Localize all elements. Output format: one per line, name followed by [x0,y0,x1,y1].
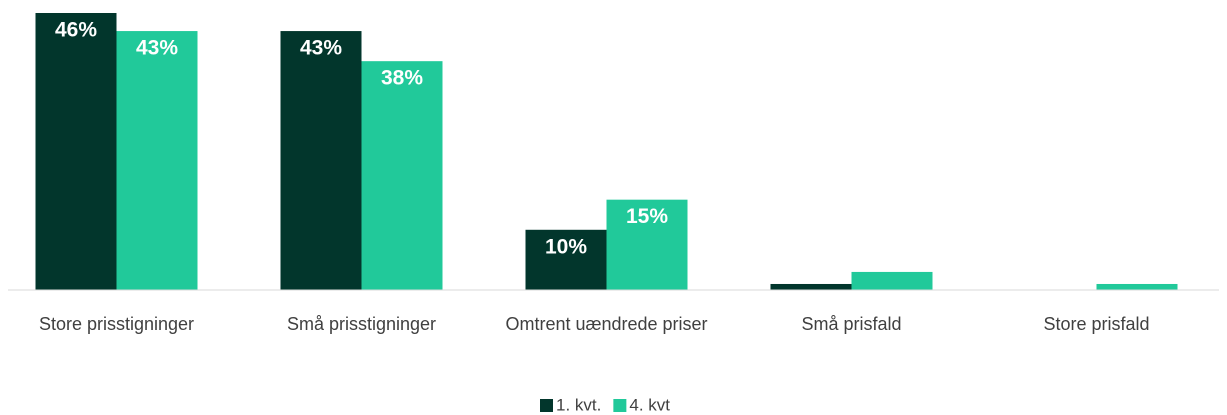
x-tick-label: Store prisfald [1043,314,1149,334]
legend-swatch [613,399,627,412]
bar [116,31,198,291]
bar [361,61,443,290]
bar [35,13,117,290]
bar [280,31,362,291]
x-tick-label: Små prisfald [801,314,901,334]
value-label: 10% [545,235,587,258]
value-label: 43% [136,37,178,60]
legend-label: 1. kvt. [556,395,601,414]
bar [1096,283,1178,290]
value-label: 15% [626,205,668,228]
value-label: 43% [300,37,342,60]
x-tick-label: Små prisstigninger [287,314,436,334]
bar [606,199,688,290]
legend-swatch [540,399,553,412]
bar [770,283,852,290]
legend-label: 4. kvt [629,395,670,414]
bar [851,271,933,290]
x-tick-label: Omtrent uændrede priser [505,314,707,334]
bar [525,229,607,290]
x-tick-label: Store prisstigninger [39,314,194,334]
value-label: 46% [55,19,97,42]
value-label: 38% [381,67,423,90]
